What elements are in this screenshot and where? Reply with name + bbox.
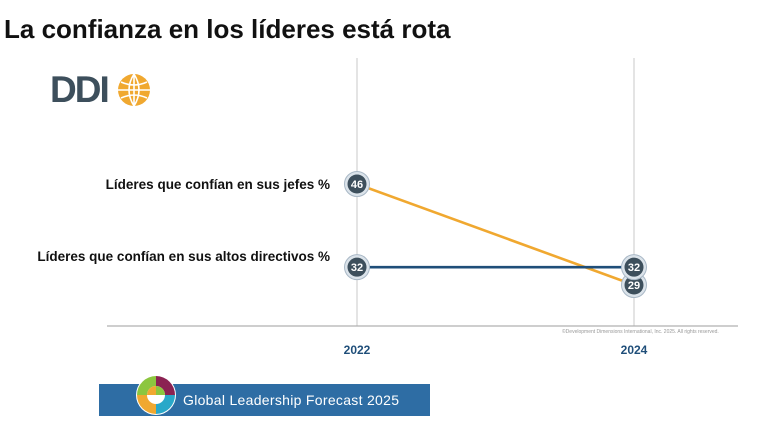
series-label-jefes: Líderes que confían en sus jefes % (105, 177, 330, 192)
globe-icon (118, 73, 150, 107)
series-label-directivos: Líderes que confían en sus altos directi… (37, 249, 330, 264)
point-marker (624, 275, 644, 295)
page-title: La confianza en los líderes está rota (4, 14, 451, 44)
data-label: 46 (351, 179, 363, 191)
x-tick-label: 2024 (621, 343, 648, 357)
data-label: 29 (628, 280, 640, 292)
x-tick-label: 2022 (344, 343, 371, 357)
point-marker (347, 257, 367, 277)
data-label: 32 (351, 262, 363, 274)
ddi-logo: DDI (50, 70, 160, 110)
copyright-text: ©Development Dimensions International, I… (562, 329, 719, 335)
point-marker (624, 257, 644, 277)
logo-text: DDI (50, 69, 110, 110)
glf-emblem-icon (136, 375, 176, 415)
data-label: 32 (628, 262, 640, 274)
banner-title: Global Leadership Forecast 2025 (183, 392, 400, 408)
point-marker (347, 174, 367, 194)
series-line-0 (356, 182, 635, 287)
